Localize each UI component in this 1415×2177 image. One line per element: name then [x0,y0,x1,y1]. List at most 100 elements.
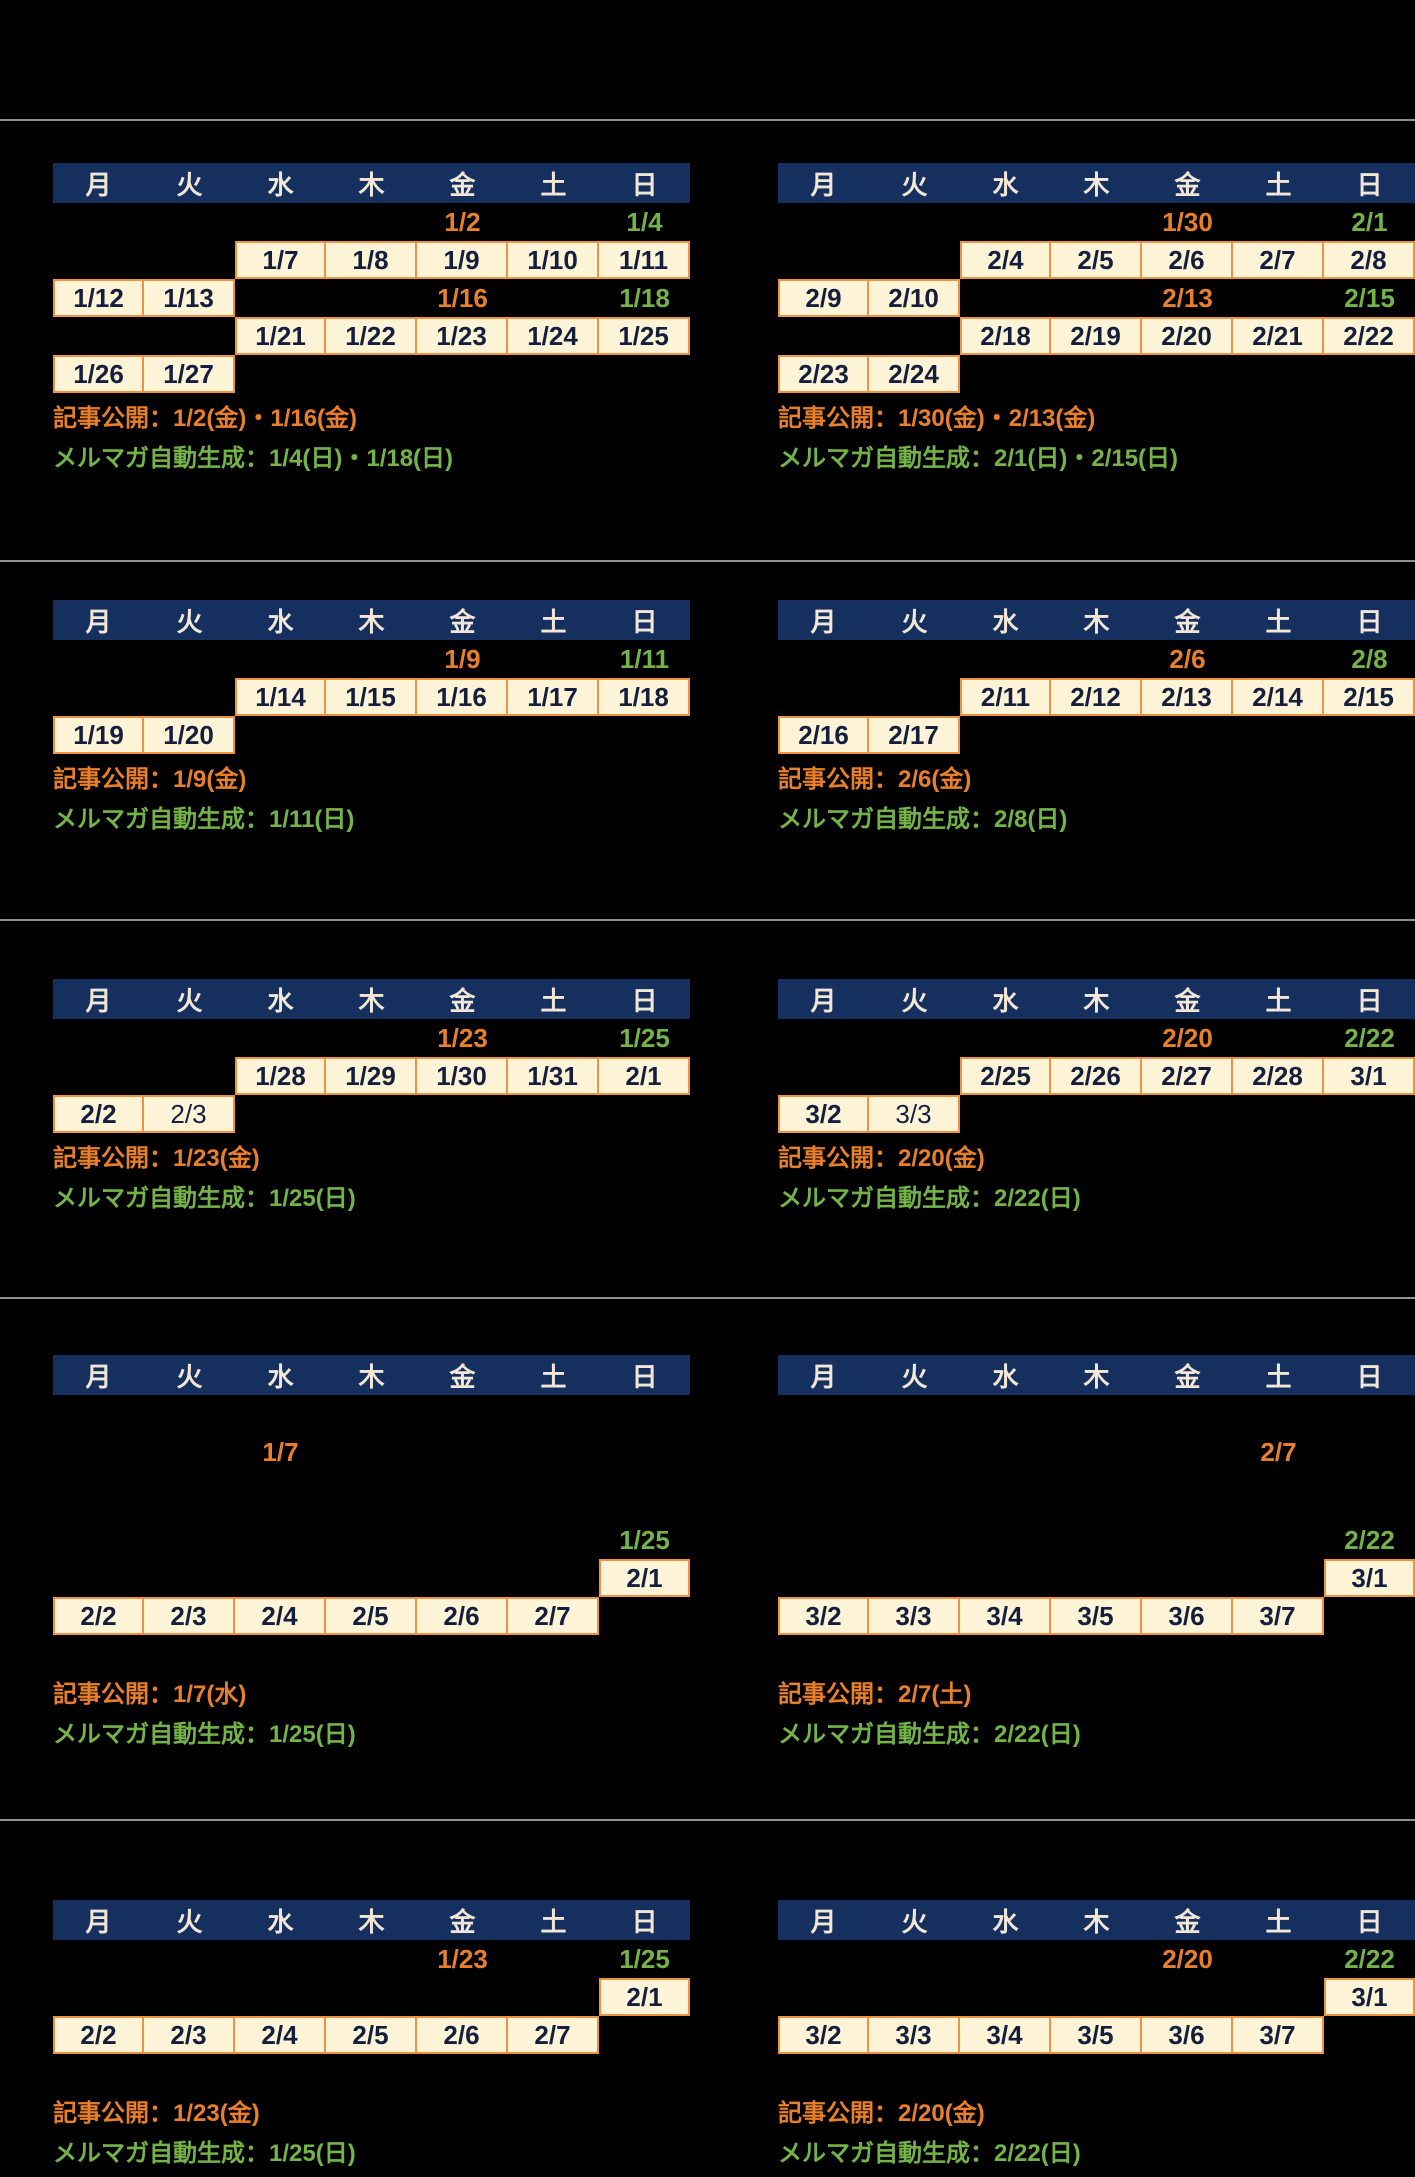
empty-cell [960,1095,1051,1133]
weekday-label: 火 [901,169,928,200]
weekday-label: 金 [1174,1361,1201,1392]
empty-cell [326,1019,417,1057]
weekday-label: 木 [358,1361,385,1392]
date-cell: 1/15 [326,678,417,716]
date-cell: 1/10 [508,241,599,279]
weekday-label: 水 [992,606,1019,637]
weekday-label: 火 [901,606,928,637]
magazine-date-label: 1/25 [619,1022,670,1053]
empty-cell [960,279,1051,317]
publish-note: 記事公開：1/23(金) [53,1145,260,1172]
calendar-rows: 1/7 1/25 2/1 2/2 2/3 2/4 2/5 2/6 2/7 [53,1395,690,1635]
empty-cell [869,1940,960,1978]
calendar-rows: 2/20 2/22 3/1 3/2 3/3 3/4 3/5 3/6 3/7 [778,1940,1415,2054]
calendar-rows: 1/9 1/11 1/14 1/15 1/16 1/17 1/18 1/19 1/20 [53,640,690,754]
empty-cell [869,241,960,279]
date-cell: 1/21 [235,317,326,355]
date-cell: 1/14 [235,678,326,716]
empty-cell [508,716,599,754]
weekday-header: 月火水木金土日 [53,163,690,203]
date-cell: 2/27 [1142,1057,1233,1095]
empty-cell [1051,1978,1142,2016]
magazine-date-label: 2/22 [1344,1022,1395,1053]
empty-cell [1142,1433,1233,1471]
empty-cell [417,716,508,754]
date-cell: 2/9 [778,279,869,317]
weekday-label: 金 [1174,169,1201,200]
empty-cell [599,1395,690,1433]
weekday-label: 月 [85,985,112,1016]
weekday-label: 火 [176,1361,203,1392]
empty-cell [1233,279,1324,317]
magazine-note: メルマガ自動生成：1/25(日) [53,1721,356,1748]
date-cell: 3/7 [1233,2016,1324,2054]
date-cell: 2/1 [599,1559,690,1597]
empty-cell [1051,640,1142,678]
calendar-row: 1/23 1/25 [53,1019,690,1057]
empty-cell [960,1395,1051,1433]
empty-cell [326,1559,417,1597]
weekday-label: 土 [540,985,567,1016]
calendar-row: 3/2 3/3 [778,1095,1415,1133]
empty-cell [1233,355,1324,393]
calendar-row: 2/22 [778,1521,1415,1559]
date-cell: 2/1 [599,1978,690,2016]
magazine-date-label: 1/11 [619,643,670,674]
weekday-header: 月火水木金土日 [778,600,1415,640]
magazine-note: メルマガ自動生成：2/8(日) [778,806,1068,833]
empty-cell [960,203,1051,241]
empty-cell [960,1471,1051,1509]
empty-cell [1142,355,1233,393]
empty-cell [1324,1597,1415,1635]
date-cell: 2/1 [599,1057,690,1095]
calendar-notes: 記事公開：2/20(金) メルマガ自動生成：2/22(日) [778,2094,1415,2174]
empty-cell [144,1471,235,1509]
date-cell: 1/25 [599,317,690,355]
magazine-note: メルマガ自動生成：1/4(日)・1/18(日) [53,445,454,472]
empty-cell [235,1521,326,1559]
calendar-row: 2/2 2/3 2/4 2/5 2/6 2/7 [53,1597,690,1635]
empty-cell [1233,203,1324,241]
calendar-row: 3/2 3/3 3/4 3/5 3/6 3/7 [778,1597,1415,1635]
weekday-label: 日 [631,606,658,637]
empty-cell [869,1057,960,1095]
empty-cell [778,678,869,716]
calendar-row: 2/20 2/22 [778,1940,1415,1978]
magazine-date-label: 1/25 [619,1943,670,1974]
date-cell: 2/7 [508,1597,599,1635]
empty-cell [960,1433,1051,1471]
empty-cell [144,1940,235,1978]
calendar-rows: 2/7 2/22 3/1 3/2 3/3 3/4 3/5 3/6 3/7 [778,1395,1415,1635]
weekday-label: 土 [1265,1906,1292,1937]
empty-cell [960,716,1051,754]
empty-cell [417,1395,508,1433]
weekday-header: 月火水木金土日 [778,163,1415,203]
magazine-note: メルマガ自動生成：2/22(日) [778,2140,1081,2167]
publish-note: 記事公開：2/7(土) [778,1681,972,1708]
weekday-label: 日 [631,169,658,200]
empty-cell [599,2016,690,2054]
weekday-label: 金 [1174,1906,1201,1937]
date-cell: 2/10 [869,279,960,317]
date-cell: 2/21 [1233,317,1324,355]
empty-cell [1233,1521,1324,1559]
calendar-row: 3/1 [778,1559,1415,1597]
weekday-label: 火 [176,1906,203,1937]
date-cell: 2/12 [1051,678,1142,716]
weekday-label: 日 [1356,606,1383,637]
calendar-row [778,1395,1415,1433]
date-cell: 2/2 [53,1095,144,1133]
empty-cell [869,203,960,241]
empty-cell [1051,355,1142,393]
date-cell: 3/4 [960,2016,1051,2054]
empty-cell [1233,1095,1324,1133]
calendar-section4-left: 月火水木金土日 1/7 1/25 2/1 2/2 2/3 2/4 2/5 2/6 2/7 記事公開：… [53,1355,690,1755]
calendar-row: 2/9 2/10 2/13 2/15 [778,279,1415,317]
date-cell: 2/4 [235,1597,326,1635]
date-cell: 2/22 [1324,317,1415,355]
empty-cell [869,1395,960,1433]
empty-cell [1051,1095,1142,1133]
date-cell: 2/3 [144,1597,235,1635]
calendar-row: 2/7 [778,1433,1415,1471]
empty-cell [53,1559,144,1597]
